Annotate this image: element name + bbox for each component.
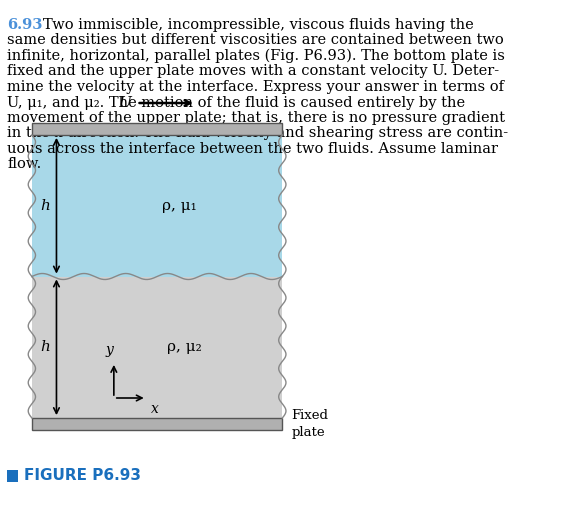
Bar <box>32 135 282 276</box>
Text: Fixed
plate: Fixed plate <box>291 409 329 439</box>
Text: in the x direction. The fluid velocity and shearing stress are contin-: in the x direction. The fluid velocity a… <box>7 126 508 141</box>
Text: movement of the upper plate; that is, there is no pressure gradient: movement of the upper plate; that is, th… <box>7 111 505 125</box>
Text: mine the velocity at the interface. Express your answer in terms of: mine the velocity at the interface. Expr… <box>7 80 504 94</box>
Bar <box>32 123 282 135</box>
Text: 6.93: 6.93 <box>7 18 43 32</box>
Bar <box>7 470 18 482</box>
Text: h: h <box>41 340 50 354</box>
Text: h: h <box>41 199 50 213</box>
Text: same densities but different viscosities are contained between two: same densities but different viscosities… <box>7 34 504 48</box>
Text: U: U <box>118 96 131 110</box>
Text: ρ, μ₂: ρ, μ₂ <box>167 340 202 354</box>
Bar <box>32 276 282 418</box>
Text: flow.: flow. <box>7 157 42 172</box>
Text: U, μ₁, and μ₂. The motion of the fluid is caused entirely by the: U, μ₁, and μ₂. The motion of the fluid i… <box>7 96 465 110</box>
Text: Two immiscible, incompressible, viscous fluids having the: Two immiscible, incompressible, viscous … <box>43 18 474 32</box>
Text: y: y <box>105 343 113 357</box>
Text: FIGURE P6.93: FIGURE P6.93 <box>23 468 141 484</box>
Text: fixed and the upper plate moves with a constant velocity U. Deter-: fixed and the upper plate moves with a c… <box>7 65 500 79</box>
Text: uous across the interface between the two fluids. Assume laminar: uous across the interface between the tw… <box>7 142 498 156</box>
Text: ρ, μ₁: ρ, μ₁ <box>163 199 197 213</box>
Bar <box>32 418 282 430</box>
Text: infinite, horizontal, parallel plates (Fig. P6.93). The bottom plate is: infinite, horizontal, parallel plates (F… <box>7 49 505 64</box>
Text: x: x <box>151 402 159 416</box>
